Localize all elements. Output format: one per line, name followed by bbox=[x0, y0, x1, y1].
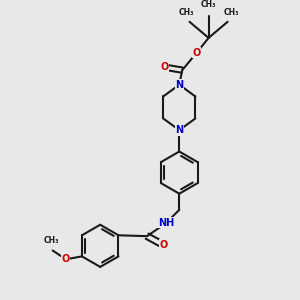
Text: CH₃: CH₃ bbox=[178, 8, 194, 16]
Text: O: O bbox=[193, 47, 201, 58]
Text: NH: NH bbox=[158, 218, 174, 228]
Text: O: O bbox=[159, 240, 167, 250]
Text: CH₃: CH₃ bbox=[224, 8, 239, 16]
Text: O: O bbox=[62, 254, 70, 264]
Text: N: N bbox=[175, 80, 183, 90]
Text: CH₃: CH₃ bbox=[201, 1, 216, 10]
Text: CH₃: CH₃ bbox=[44, 236, 59, 245]
Text: O: O bbox=[160, 62, 169, 72]
Text: N: N bbox=[175, 125, 183, 135]
